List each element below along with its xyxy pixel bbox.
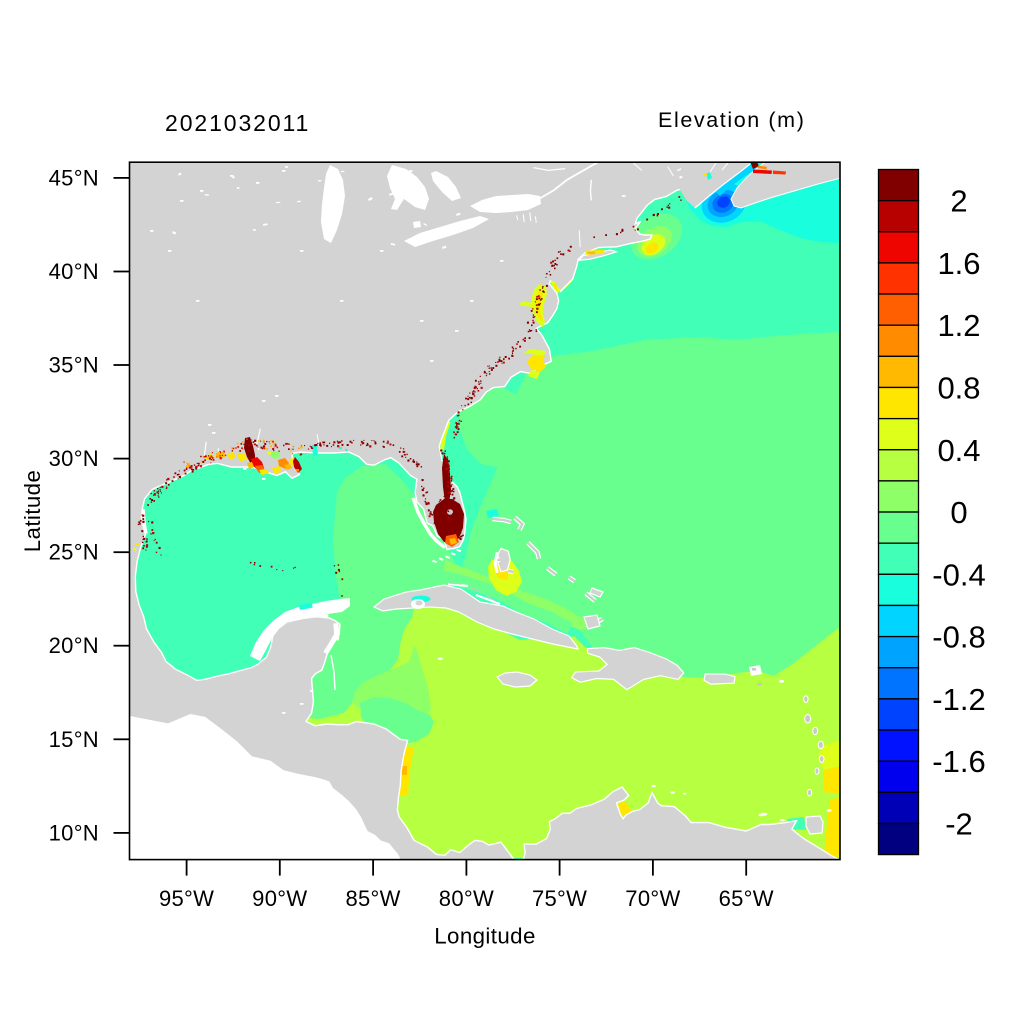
svg-text:10°N: 10°N [49, 820, 99, 845]
svg-text:45°N: 45°N [49, 165, 99, 190]
svg-text:Elevation (m): Elevation (m) [658, 108, 805, 132]
svg-text:70°W: 70°W [625, 886, 680, 911]
svg-text:-0.4: -0.4 [932, 557, 985, 592]
svg-text:35°N: 35°N [49, 353, 99, 378]
svg-text:Longitude: Longitude [434, 924, 536, 949]
svg-text:75°W: 75°W [532, 886, 587, 911]
svg-text:1.6: 1.6 [937, 246, 980, 281]
svg-text:90°W: 90°W [252, 886, 307, 911]
svg-text:2021032011: 2021032011 [165, 110, 310, 136]
svg-text:-0.8: -0.8 [932, 620, 985, 655]
svg-text:65°W: 65°W [719, 886, 774, 911]
svg-text:20°N: 20°N [49, 633, 99, 658]
svg-text:80°W: 80°W [439, 886, 494, 911]
svg-text:2: 2 [950, 184, 967, 219]
svg-text:85°W: 85°W [345, 886, 400, 911]
svg-text:25°N: 25°N [49, 540, 99, 565]
svg-text:-1.2: -1.2 [932, 682, 985, 717]
svg-text:-1.6: -1.6 [932, 744, 985, 779]
svg-text:95°W: 95°W [159, 886, 214, 911]
svg-text:0: 0 [950, 495, 967, 530]
svg-text:Latitude: Latitude [20, 470, 45, 553]
svg-text:0.8: 0.8 [937, 371, 980, 406]
svg-text:30°N: 30°N [49, 446, 99, 471]
svg-text:40°N: 40°N [49, 259, 99, 284]
svg-text:0.4: 0.4 [937, 433, 980, 468]
svg-text:1.2: 1.2 [937, 308, 980, 343]
svg-text:15°N: 15°N [49, 727, 99, 752]
svg-text:-2: -2 [945, 806, 973, 841]
